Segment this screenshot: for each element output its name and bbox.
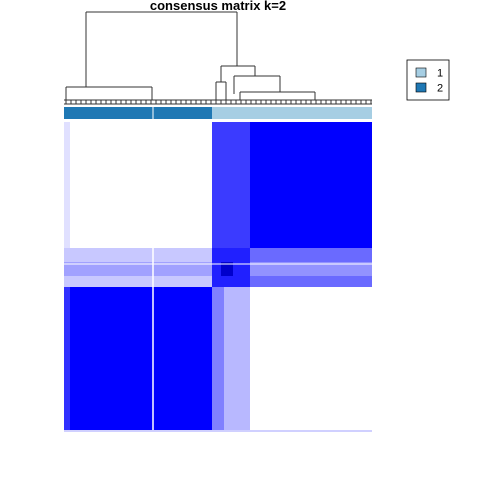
legend-label-2: 2: [437, 83, 443, 95]
consensus-matrix: [64, 122, 372, 432]
cluster-annotation-bar: [64, 107, 372, 119]
legend-key-1: [416, 68, 426, 77]
legend-label-1: 1: [437, 68, 443, 80]
matrix-ambiguous-col-top: [212, 122, 250, 248]
matrix-left-edge-top: [64, 122, 70, 248]
matrix-block-top-left: [64, 122, 212, 248]
annotation-cluster-2: [64, 107, 212, 119]
matrix-bottom-edge: [64, 430, 372, 432]
matrix-ambiguous-col-edge: [212, 287, 224, 432]
annotation-cluster-1: [212, 107, 372, 119]
cluster-legend: 12: [407, 60, 449, 100]
column-dendrogram: [64, 12, 372, 104]
matrix-block-bottom-left: [64, 287, 212, 432]
legend-key-2: [416, 83, 426, 92]
matrix-left-edge-bottom: [64, 287, 70, 432]
chart-title: consensus matrix k=2: [150, 0, 286, 13]
